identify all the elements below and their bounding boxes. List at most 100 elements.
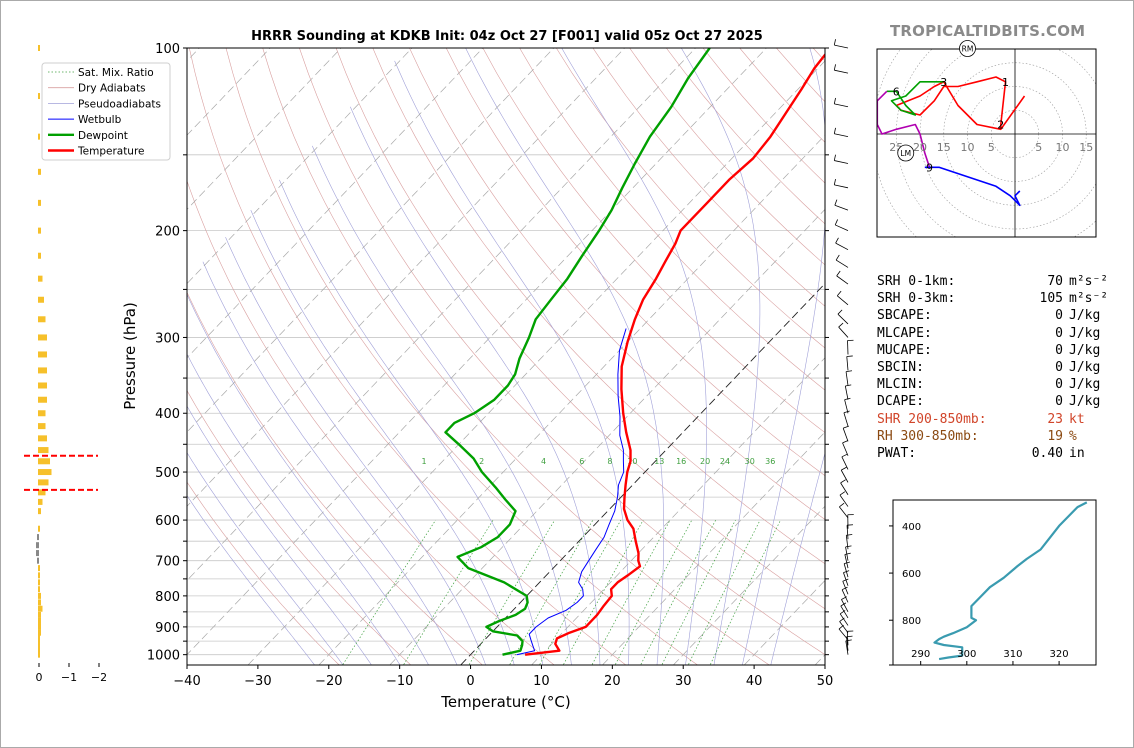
wind-barb-flag	[843, 410, 850, 414]
wind-barb	[834, 204, 849, 211]
stat-row: RH 300-850mb: 19%	[877, 428, 1108, 445]
mixing-ratio-label: 20	[700, 457, 710, 466]
stat-unit: J/kg	[1069, 377, 1101, 393]
wind-barb-flag	[837, 309, 843, 315]
omega-bar	[38, 611, 41, 618]
hodograph-ring-label: 15	[1079, 141, 1093, 154]
wind-barb-flag	[835, 254, 840, 261]
y-tick-label: 300	[155, 331, 180, 346]
omega-bar	[38, 605, 43, 612]
stat-unit: J/kg	[1069, 325, 1101, 341]
skewt-axes: −40 −30 −20 −10 0 10 20 30 40 50 100 200 300 400 500 60…	[121, 42, 833, 711]
stat-label: RH 300-850mb:	[877, 428, 979, 444]
wind-barb-flag	[845, 370, 853, 373]
omega-bar	[38, 168, 41, 175]
mixing-ratio-label: 13	[654, 457, 664, 466]
mixing-ratio-line	[709, 519, 781, 665]
isotherm	[187, 48, 484, 359]
storm-motion-label: LM	[900, 149, 911, 158]
omega-bar	[38, 479, 49, 486]
dry-adiabat	[482, 48, 825, 433]
isotherm	[389, 208, 825, 665]
isotherm	[187, 48, 555, 433]
pseudo-adiabat	[350, 106, 601, 665]
x-tick-label: 30	[675, 674, 692, 689]
theta-e-x-tick-label: 320	[1050, 649, 1069, 660]
pseudo-adiabat	[465, 48, 665, 665]
pseudo-adiabat	[770, 451, 825, 665]
wind-barb	[839, 621, 849, 633]
hodograph-ring-label: 5	[1035, 141, 1042, 154]
stat-value: 23	[1047, 411, 1063, 427]
stat-row: MLCAPE: 0 J/kg	[877, 325, 1108, 342]
omega-bar	[38, 599, 41, 606]
x-tick-label: −30	[244, 674, 271, 689]
omega-bar	[38, 640, 40, 647]
wind-barb-flag	[834, 199, 838, 206]
omega-tick-label: 0	[36, 671, 43, 684]
wind-barb	[846, 356, 849, 371]
wind-barb	[842, 428, 849, 442]
omega-bar	[38, 296, 44, 303]
wind-barb-flag	[838, 624, 844, 630]
mixing-ratio-label: 30	[745, 457, 755, 466]
omega-bar	[38, 423, 46, 430]
wind-barb-flag	[840, 479, 846, 484]
skewt-frame	[186, 47, 826, 666]
theta-e-trace	[933, 501, 1088, 661]
omega-bar	[38, 396, 47, 403]
wind-barb-flag	[845, 545, 852, 548]
stat-value: 105	[1039, 291, 1063, 307]
stat-unit: J/kg	[1069, 342, 1101, 358]
stat-unit: m²s⁻²	[1069, 291, 1109, 307]
wetbulb-line	[516, 328, 627, 656]
wind-barb	[843, 572, 849, 586]
mixing-ratio-line	[687, 519, 761, 665]
omega-bar	[38, 565, 40, 572]
omega-bar	[38, 382, 47, 389]
stat-row: MLCIN: 0 J/kg	[877, 376, 1108, 393]
omega-bar	[38, 629, 41, 636]
omega-bar	[38, 579, 40, 586]
stat-value: 0	[1055, 342, 1063, 358]
wind-barb	[838, 326, 849, 338]
wind-barb-flag	[843, 570, 850, 573]
isotherm	[187, 48, 342, 210]
wind-barb-flag	[846, 534, 853, 536]
stat-value: 0	[1055, 377, 1063, 393]
stat-row: SHR 200-850mb: 23 kt	[877, 411, 1108, 428]
pseudo-adiabat	[561, 48, 707, 665]
wind-barb	[835, 224, 849, 231]
stat-row: SBCIN: 0 J/kg	[877, 359, 1108, 376]
y-tick-label: 900	[155, 621, 180, 636]
isotherm	[247, 60, 825, 665]
wind-barb	[834, 44, 849, 49]
pseudo-adiabat	[225, 236, 487, 665]
omega-bar	[38, 93, 40, 100]
mixing-ratio-label: 24	[720, 457, 730, 466]
mixing-ratio-label: 10	[627, 457, 637, 466]
wind-barb	[844, 399, 849, 414]
wind-barb	[846, 631, 849, 646]
pseudo-adiabat	[187, 353, 401, 665]
wind-barb-flag	[839, 491, 846, 496]
dry-adiabat	[189, 48, 627, 665]
mixing-ratio-label: 6	[579, 457, 584, 466]
stat-value: 0.40	[1031, 446, 1063, 462]
omega-bar	[38, 469, 52, 476]
stats-table: SRH 0-1km: 70 m²s⁻² SRH 0-3km: 105 m²s⁻² SBCAP…	[877, 273, 1108, 462]
wind-barb-flag	[846, 355, 853, 357]
stat-label: MLCAPE:	[877, 325, 932, 341]
stat-row: SBCAPE: 0 J/kg	[877, 307, 1108, 324]
stat-unit: J/kg	[1069, 308, 1101, 324]
x-tick-label: −40	[173, 674, 200, 689]
wind-barbs	[833, 39, 854, 655]
x-tick-label: 0	[466, 674, 474, 689]
wind-barb-flag	[833, 178, 836, 185]
site-watermark: TROPICALTIDBITS.COM	[890, 22, 1086, 40]
omega-bar	[38, 525, 40, 532]
dry-adiabat	[556, 48, 825, 349]
stat-row: DCAPE: 0 J/kg	[877, 393, 1108, 410]
hodograph-frame	[876, 48, 1097, 238]
dry-adiabat	[262, 48, 770, 665]
